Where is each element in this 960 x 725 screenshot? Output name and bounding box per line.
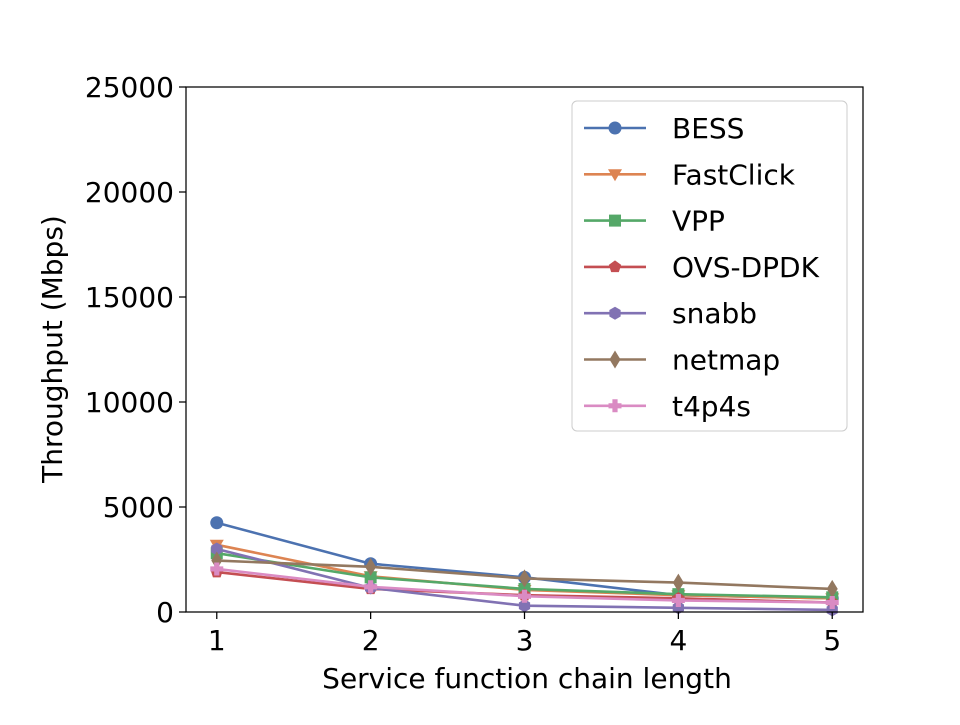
data-point-bess bbox=[210, 516, 224, 530]
legend-label: netmap bbox=[672, 344, 780, 377]
data-point-netmap bbox=[672, 573, 684, 592]
x-tick-label: 4 bbox=[669, 624, 687, 657]
x-axis-label: Service function chain length bbox=[322, 662, 732, 695]
legend-label: snabb bbox=[672, 297, 757, 330]
data-point-netmap bbox=[365, 557, 377, 576]
x-tick-label: 2 bbox=[362, 624, 380, 657]
x-tick-label: 3 bbox=[516, 624, 534, 657]
legend-marker bbox=[609, 306, 621, 320]
data-point-snabb bbox=[518, 599, 531, 613]
x-tick-label: 5 bbox=[823, 624, 841, 657]
legend-item-snabb: snabb bbox=[584, 297, 757, 330]
data-point-snabb bbox=[826, 603, 838, 617]
data-point-t4p4s bbox=[518, 589, 531, 603]
y-tick-label: 20000 bbox=[85, 176, 174, 209]
x-axis: 1 2 3 4 5 bbox=[208, 612, 841, 657]
y-tick-label: 10000 bbox=[85, 386, 174, 419]
series-netmap bbox=[211, 551, 838, 598]
data-point-netmap bbox=[211, 551, 223, 570]
legend-item-netmap: netmap bbox=[584, 344, 780, 377]
legend-label: VPP bbox=[672, 205, 725, 238]
legend-item-fastclick: FastClick bbox=[584, 158, 796, 191]
legend-label: FastClick bbox=[672, 158, 796, 191]
legend-marker bbox=[608, 260, 622, 273]
legend: BESS FastClick VPP OVS-DPDK snabb netmap t4p4s bbox=[571, 100, 848, 432]
legend-item-t4p4s: t4p4s bbox=[584, 390, 751, 423]
legend-marker bbox=[608, 121, 622, 135]
legend-label: BESS bbox=[672, 112, 744, 145]
legend-item-vpp: VPP bbox=[584, 205, 725, 238]
y-tick-label: 25000 bbox=[85, 71, 174, 104]
data-point-snabb bbox=[672, 601, 684, 615]
data-point-t4p4s bbox=[825, 596, 839, 610]
x-tick-label: 1 bbox=[208, 624, 226, 657]
data-point-t4p4s bbox=[210, 562, 224, 576]
y-tick-label: 15000 bbox=[85, 281, 174, 314]
plot-series bbox=[209, 516, 840, 617]
data-point-snabb bbox=[211, 542, 223, 556]
y-axis-label: Throughput (Mbps) bbox=[36, 215, 69, 484]
y-tick-label: 0 bbox=[156, 596, 174, 629]
y-tick-label: 5000 bbox=[103, 491, 174, 524]
y-axis: 0 5000 10000 15000 20000 25000 bbox=[85, 71, 186, 629]
legend-marker bbox=[609, 214, 621, 227]
legend-marker bbox=[609, 350, 621, 369]
legend-label: OVS-DPDK bbox=[672, 251, 820, 284]
legend-box bbox=[571, 100, 848, 432]
legend-item-bess: BESS bbox=[584, 112, 744, 145]
legend-label: t4p4s bbox=[672, 390, 751, 423]
series-t4p4s bbox=[210, 562, 839, 610]
data-point-t4p4s bbox=[364, 580, 378, 594]
data-point-netmap bbox=[826, 579, 838, 598]
data-point-t4p4s bbox=[671, 593, 685, 607]
series-snabb bbox=[211, 542, 838, 617]
legend-marker bbox=[608, 169, 622, 182]
data-point-netmap bbox=[519, 569, 530, 588]
data-point-vpp bbox=[364, 571, 377, 584]
legend-marker bbox=[608, 399, 622, 413]
legend-item-ovs-dpdk: OVS-DPDK bbox=[584, 251, 820, 284]
